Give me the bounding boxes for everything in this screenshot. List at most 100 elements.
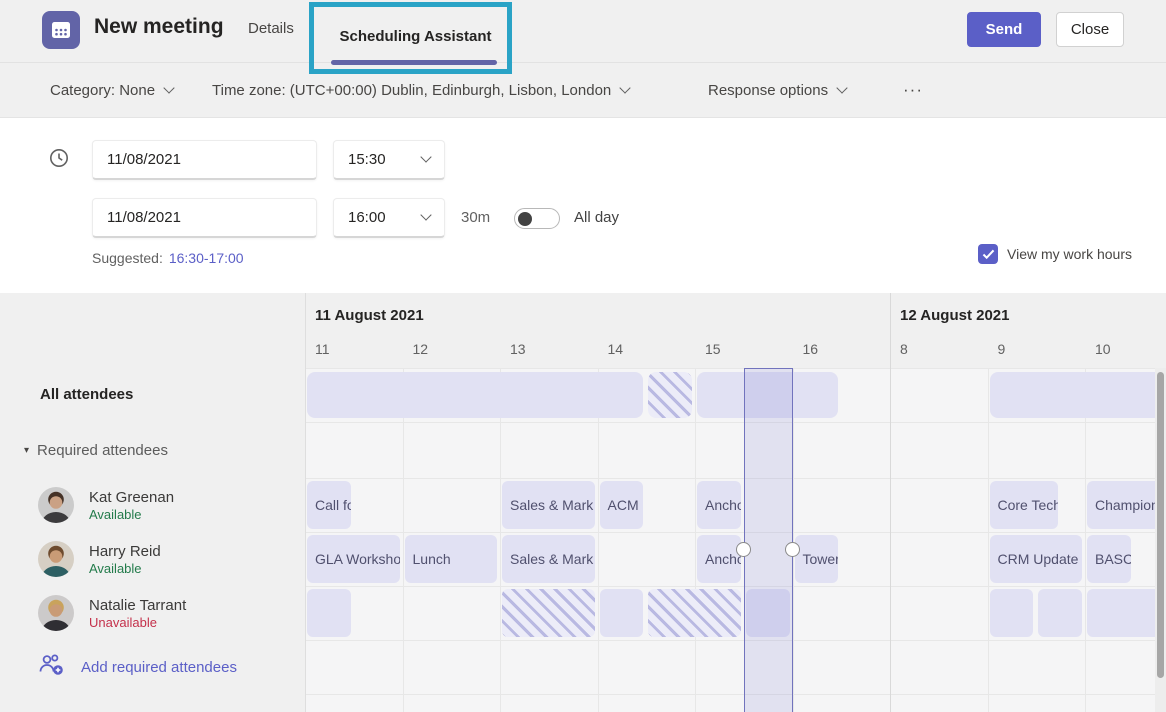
- event-block-natalie-tarrant[interactable]: [989, 589, 1034, 637]
- attendee-row-harry-reid[interactable]: Harry Reid Available: [38, 532, 298, 586]
- event-block-all-attendees[interactable]: [648, 372, 692, 418]
- event-title: Ancho: [705, 551, 741, 567]
- event-block-natalie-tarrant[interactable]: [502, 589, 595, 637]
- event-title: Sales & Mark: [510, 551, 594, 567]
- toolbar-separator: [0, 117, 1166, 118]
- grid-row-line: [305, 422, 1166, 423]
- end-date-input[interactable]: 11/08/2021: [92, 198, 317, 238]
- attendee-name: Kat Greenan: [89, 488, 175, 506]
- ellipsis-icon: ···: [903, 80, 923, 99]
- view-work-hours-checkbox[interactable]: [978, 244, 998, 264]
- scheduler-header: 11 August 2021 11 12 13 14 15 16 12 August 2021…: [0, 293, 1166, 368]
- event-block-harry-reid[interactable]: Ancho: [697, 535, 741, 583]
- event-title: Tower: [802, 551, 839, 567]
- grid-hour-line: [500, 368, 501, 712]
- chevron-down-icon: [420, 209, 432, 221]
- event-block-natalie-tarrant[interactable]: [1087, 589, 1158, 637]
- event-block-natalie-tarrant[interactable]: [307, 589, 351, 637]
- chevron-down-icon: [836, 82, 848, 94]
- hour-label: 8: [900, 341, 908, 357]
- grid-row-line: [305, 640, 1166, 641]
- chevron-down-icon: [163, 82, 175, 94]
- bar-separator: [0, 62, 1166, 63]
- date-time-section: 11/08/2021 15:30 11/08/2021 16:00 30m Al…: [0, 118, 1166, 293]
- scrollbar-thumb[interactable]: [1157, 372, 1164, 678]
- attendee-row-kat-greenan[interactable]: Kat Greenan Available: [38, 478, 298, 532]
- event-block-natalie-tarrant[interactable]: [599, 589, 644, 637]
- duration-label: 30m: [461, 209, 491, 226]
- suggested-times: Suggested: 16:30-17:00: [92, 250, 244, 266]
- add-required-attendees-button[interactable]: Add required attendees: [38, 640, 237, 694]
- suggested-time-link[interactable]: 16:30-17:00: [168, 250, 244, 266]
- start-time-dropdown[interactable]: 15:30: [333, 140, 445, 180]
- title-bar: New meeting Details Scheduling Assistant…: [0, 0, 1166, 74]
- toggle-knob: [518, 211, 532, 226]
- event-block-harry-reid[interactable]: GLA Worksho: [307, 535, 400, 583]
- selection-right-handle[interactable]: [784, 542, 800, 557]
- grid-hour-line: [402, 368, 404, 712]
- annotation-highlight-box: Scheduling Assistant: [309, 2, 512, 74]
- event-block-kat-greenan[interactable]: Call fo: [307, 481, 351, 529]
- event-block-harry-reid[interactable]: CRM Update: [989, 535, 1082, 583]
- start-date-input[interactable]: 11/08/2021: [92, 140, 317, 180]
- grid-hour-line: [597, 368, 599, 712]
- avatar: [38, 595, 74, 631]
- event-title: BASC,: [1095, 551, 1131, 567]
- hour-label: 11: [315, 341, 330, 357]
- active-tab-underline: [331, 60, 497, 65]
- event-block-natalie-tarrant[interactable]: [745, 589, 790, 637]
- event-block-kat-greenan[interactable]: Sales & Mark: [502, 481, 595, 529]
- event-block-natalie-tarrant[interactable]: [1038, 589, 1082, 637]
- grid-row-line: [305, 478, 1166, 479]
- event-block-harry-reid[interactable]: Sales & Mark: [502, 535, 595, 583]
- close-button[interactable]: Close: [1056, 12, 1124, 47]
- event-block-harry-reid[interactable]: Tower: [794, 535, 839, 583]
- event-block-all-attendees[interactable]: [307, 372, 644, 418]
- view-work-hours-label: View my work hours: [1007, 246, 1133, 262]
- end-time-dropdown[interactable]: 16:00: [333, 198, 445, 238]
- event-title: GLA Worksho: [315, 551, 400, 567]
- tab-scheduling-assistant[interactable]: Scheduling Assistant: [339, 28, 492, 45]
- attendee-name: Natalie Tarrant: [89, 596, 187, 614]
- attendee-text: Natalie Tarrant Unavailable: [89, 596, 186, 631]
- chevron-down-icon: [619, 82, 631, 94]
- event-block-kat-greenan[interactable]: Ancho: [697, 481, 741, 529]
- selection-left-handle[interactable]: [735, 542, 751, 557]
- event-title: Call fo: [315, 497, 351, 513]
- event-block-kat-greenan[interactable]: Champion: [1087, 481, 1158, 529]
- attendee-row-natalie-tarrant[interactable]: Natalie Tarrant Unavailable: [38, 586, 298, 640]
- event-block-all-attendees[interactable]: [989, 372, 1158, 418]
- send-button[interactable]: Send: [967, 12, 1041, 47]
- day-divider-line: [890, 293, 891, 712]
- event-block-kat-greenan[interactable]: ACM: [599, 481, 644, 529]
- grid-row-line: [305, 532, 1166, 533]
- category-dropdown[interactable]: Category: None: [50, 63, 175, 117]
- collapse-triangle-icon: ▾: [24, 444, 30, 456]
- avatar: [38, 487, 74, 523]
- view-work-hours-control[interactable]: View my work hours: [978, 244, 1132, 264]
- all-day-toggle[interactable]: [514, 208, 560, 229]
- timezone-dropdown[interactable]: Time zone: (UTC+00:00) Dublin, Edinburgh…: [212, 63, 631, 117]
- event-title: Ancho: [705, 497, 741, 513]
- page-title: New meeting: [94, 15, 224, 38]
- clock-icon: [48, 147, 70, 174]
- grid-hour-line: [987, 368, 989, 712]
- event-block-harry-reid[interactable]: Lunch: [404, 535, 497, 583]
- required-attendees-group[interactable]: ▾ Required attendees: [24, 441, 168, 459]
- hour-label: 16: [802, 341, 819, 357]
- sidebar-border: [305, 293, 306, 712]
- chevron-down-icon: [420, 151, 432, 163]
- hour-label: 9: [997, 341, 1006, 357]
- event-block-all-attendees[interactable]: [697, 372, 839, 418]
- event-block-natalie-tarrant[interactable]: [648, 589, 741, 637]
- event-block-kat-greenan[interactable]: Core Tech: [989, 481, 1058, 529]
- attendee-name: Harry Reid: [89, 542, 161, 560]
- selected-time-slot[interactable]: [743, 368, 793, 712]
- grid-row-line: [305, 694, 1166, 695]
- more-options-button[interactable]: ···: [903, 63, 923, 117]
- event-block-harry-reid[interactable]: BASC,: [1087, 535, 1131, 583]
- tab-details[interactable]: Details: [248, 20, 294, 37]
- attendee-text: Kat Greenan Available: [89, 488, 174, 523]
- event-title: Champion: [1095, 497, 1158, 513]
- response-options-dropdown[interactable]: Response options: [708, 63, 848, 117]
